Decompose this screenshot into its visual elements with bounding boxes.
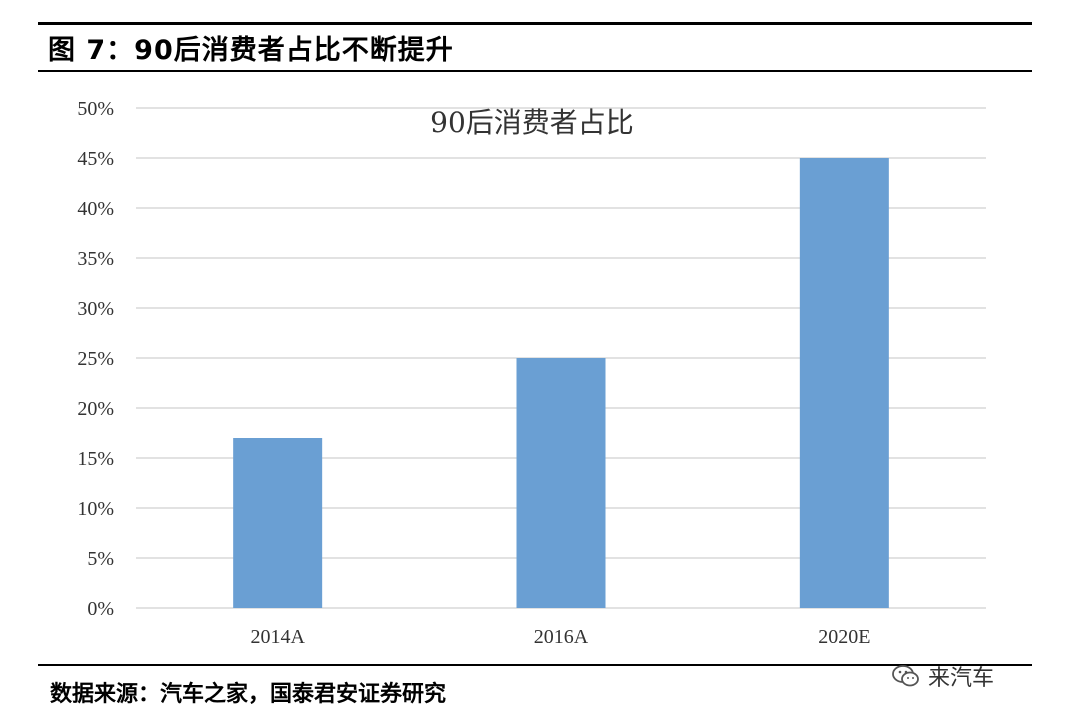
x-tick-label: 2014A xyxy=(250,626,305,648)
watermark-text: 来汽车 xyxy=(928,666,995,691)
bars xyxy=(233,158,889,608)
top-rule-thick xyxy=(38,22,1032,25)
y-axis-ticks: 0% 5% 10% 15% 20% 25% 30% 35% 40% 45% 50% xyxy=(77,98,114,620)
bar-2020E xyxy=(799,158,889,608)
chart-title: 90后消费者占比 xyxy=(430,106,634,139)
y-tick-label: 30% xyxy=(77,298,114,320)
wechat-icon xyxy=(892,665,919,687)
y-tick-label: 45% xyxy=(77,148,114,170)
bar-2016A xyxy=(516,358,606,608)
data-source-note: 数据来源：汽车之家，国泰君安证券研究 xyxy=(50,682,447,707)
y-tick-label: 50% xyxy=(77,98,114,120)
watermark: 来汽车 xyxy=(890,660,994,692)
x-tick-label: 2016A xyxy=(534,626,589,648)
y-tick-label: 10% xyxy=(77,498,114,520)
y-tick-label: 25% xyxy=(77,348,114,370)
y-tick-label: 40% xyxy=(77,198,114,220)
y-tick-label: 15% xyxy=(77,448,114,470)
title-underline xyxy=(38,70,1032,72)
bottom-rule xyxy=(38,664,1032,666)
y-tick-label: 5% xyxy=(87,548,114,570)
y-tick-label: 20% xyxy=(77,398,114,420)
y-tick-label: 0% xyxy=(87,598,114,620)
bar-2014A xyxy=(233,438,323,608)
x-axis-ticks: 2014A 2016A 2020E xyxy=(250,626,870,648)
y-tick-label: 35% xyxy=(77,248,114,270)
x-tick-label: 2020E xyxy=(818,626,870,648)
figure-title: 图 7：90后消费者占比不断提升 xyxy=(48,35,454,66)
